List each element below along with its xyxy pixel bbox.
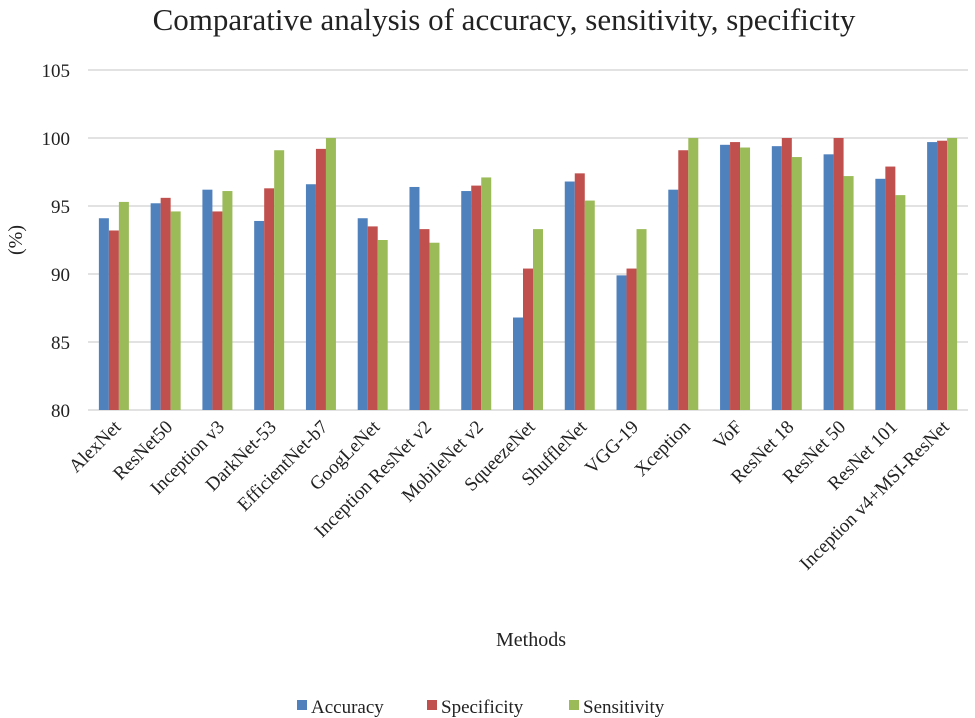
- bar-sensitivity: [533, 229, 543, 410]
- bar-accuracy: [564, 181, 575, 410]
- bar-specificity: [160, 197, 171, 410]
- bar-sensitivity: [325, 138, 336, 410]
- bar-specificity: [367, 226, 378, 410]
- bar-sensitivity: [947, 138, 958, 410]
- y-axis-ticks: 80 85 90 95 100 105: [42, 61, 71, 422]
- y-axis-label: (%): [5, 225, 27, 255]
- y-tick-label: 95: [51, 197, 70, 218]
- bar-sensitivity: [843, 176, 854, 410]
- bar-sensitivity: [222, 191, 233, 410]
- bar-specificity: [730, 142, 741, 410]
- bars: [98, 138, 958, 411]
- bar-sensitivity: [791, 157, 802, 410]
- bar-accuracy: [357, 218, 368, 410]
- bar-sensitivity: [170, 211, 181, 410]
- bar-accuracy: [927, 142, 938, 410]
- bar-accuracy: [305, 184, 316, 410]
- chart-title: Comparative analysis of accuracy, sensit…: [153, 2, 856, 37]
- legend-label-sensitivity: Sensitivity: [583, 697, 665, 718]
- y-tick-label: 80: [51, 401, 70, 422]
- bar-accuracy: [720, 144, 731, 411]
- y-tick-label: 105: [42, 61, 71, 82]
- bar-sensitivity: [274, 150, 285, 411]
- bar-sensitivity: [740, 147, 751, 410]
- x-tick-label: EfficientNet-b7: [234, 417, 333, 516]
- bar-accuracy: [668, 189, 679, 410]
- bar-sensitivity: [481, 177, 492, 410]
- bar-specificity: [574, 173, 585, 410]
- legend-swatch-specificity: [427, 700, 437, 710]
- bar-specificity: [315, 148, 326, 410]
- bar-specificity: [781, 138, 792, 410]
- x-axis-label: Methods: [496, 629, 566, 651]
- bar-sensitivity: [584, 200, 595, 410]
- bar-sensitivity: [429, 242, 440, 410]
- bar-accuracy: [409, 186, 420, 410]
- legend-label-accuracy: Accuracy: [311, 697, 384, 718]
- y-tick-label: 90: [51, 265, 70, 286]
- legend-swatch-sensitivity: [569, 700, 579, 710]
- legend-label-specificity: Specificity: [441, 697, 524, 718]
- bar-specificity: [419, 229, 430, 410]
- bar-specificity: [212, 211, 223, 410]
- bar-specificity: [833, 138, 844, 410]
- bar-accuracy: [254, 220, 265, 410]
- bar-accuracy: [98, 218, 109, 410]
- bar-accuracy: [771, 146, 782, 410]
- bar-accuracy: [150, 203, 161, 410]
- bar-sensitivity: [118, 201, 129, 410]
- bar-specificity: [108, 230, 119, 410]
- bar-sensitivity: [688, 138, 699, 410]
- bar-accuracy: [875, 178, 886, 410]
- bar-accuracy: [823, 154, 834, 410]
- legend-swatch-accuracy: [297, 700, 307, 710]
- bar-sensitivity: [895, 195, 906, 410]
- bar-accuracy: [616, 275, 627, 410]
- bar-specificity: [937, 140, 948, 410]
- bar-accuracy: [202, 189, 213, 410]
- x-tick-label: VoF: [710, 417, 747, 454]
- bar-specificity: [885, 166, 896, 410]
- y-tick-label: 85: [51, 333, 70, 354]
- bar-specificity: [678, 150, 689, 411]
- bar-sensitivity: [377, 240, 388, 410]
- y-tick-label: 100: [42, 129, 71, 150]
- bar-specificity: [471, 185, 482, 410]
- legend: Accuracy Specificity Sensitivity: [297, 697, 665, 718]
- bar-specificity: [264, 188, 275, 410]
- bar-sensitivity: [636, 229, 647, 410]
- x-tick-label: Xception: [631, 416, 695, 480]
- bar-accuracy: [461, 191, 472, 410]
- bar-accuracy: [513, 317, 523, 410]
- bar-specificity: [523, 268, 533, 410]
- bar-specificity: [626, 268, 637, 410]
